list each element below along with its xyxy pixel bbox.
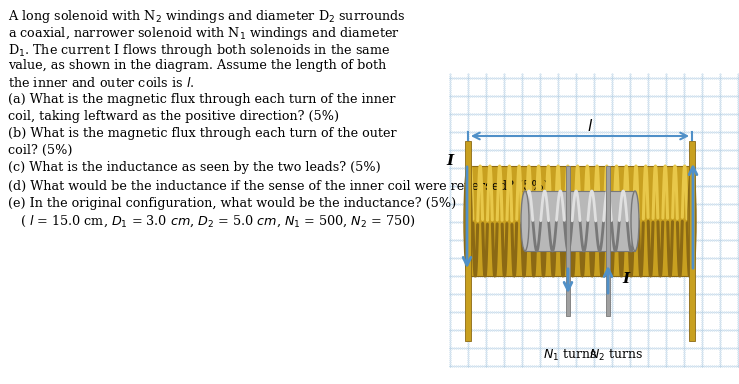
Text: (a) What is the magnetic flux through each turn of the inner: (a) What is the magnetic flux through ea…	[8, 93, 395, 106]
Text: coil? (5%): coil? (5%)	[8, 144, 72, 157]
Ellipse shape	[688, 166, 696, 276]
Text: (b) What is the magnetic flux through each turn of the outer: (b) What is the magnetic flux through ea…	[8, 127, 397, 140]
Text: $l$: $l$	[587, 118, 593, 134]
Text: coil, taking leftward as the positive direction? (5%): coil, taking leftward as the positive di…	[8, 110, 339, 123]
Ellipse shape	[521, 191, 529, 251]
Text: value, as shown in the diagram. Assume the length of both: value, as shown in the diagram. Assume t…	[8, 59, 386, 72]
Bar	[566, 166, 570, 316]
Bar	[689, 141, 695, 341]
Bar	[468, 166, 692, 276]
Text: I: I	[446, 154, 454, 168]
Text: $N_2$ turns: $N_2$ turns	[589, 348, 643, 363]
Ellipse shape	[464, 166, 472, 276]
Text: ( $l$ = 15.0 cm, $D_1$ = 3.0 $cm$, $D_2$ = 5.0 $cm$, $N_1$ = 500, $N_2$ = 750): ( $l$ = 15.0 cm, $D_1$ = 3.0 $cm$, $D_2$…	[20, 214, 416, 230]
Ellipse shape	[631, 191, 639, 251]
Text: $N_1$ turns: $N_1$ turns	[543, 348, 597, 363]
Text: D$_1$. The current I flows through both solenoids in the same: D$_1$. The current I flows through both …	[8, 42, 390, 59]
Bar	[606, 166, 610, 316]
Text: I: I	[622, 272, 629, 286]
Text: (c) What is the inductance as seen by the two leads? (5%): (c) What is the inductance as seen by th…	[8, 161, 381, 174]
Bar	[525, 191, 635, 251]
Text: (d) What would be the inductance if the sense of the inner coil were reversed? (: (d) What would be the inductance if the …	[8, 180, 549, 193]
Text: (e) In the original configuration, what would be the inductance? (5%): (e) In the original configuration, what …	[8, 197, 456, 210]
Text: A long solenoid with N$_2$ windings and diameter D$_2$ surrounds: A long solenoid with N$_2$ windings and …	[8, 8, 406, 25]
Bar	[465, 141, 471, 341]
Text: the inner and outer coils is $l$.: the inner and outer coils is $l$.	[8, 76, 194, 90]
Text: a coaxial, narrower solenoid with N$_1$ windings and diameter: a coaxial, narrower solenoid with N$_1$ …	[8, 25, 400, 42]
